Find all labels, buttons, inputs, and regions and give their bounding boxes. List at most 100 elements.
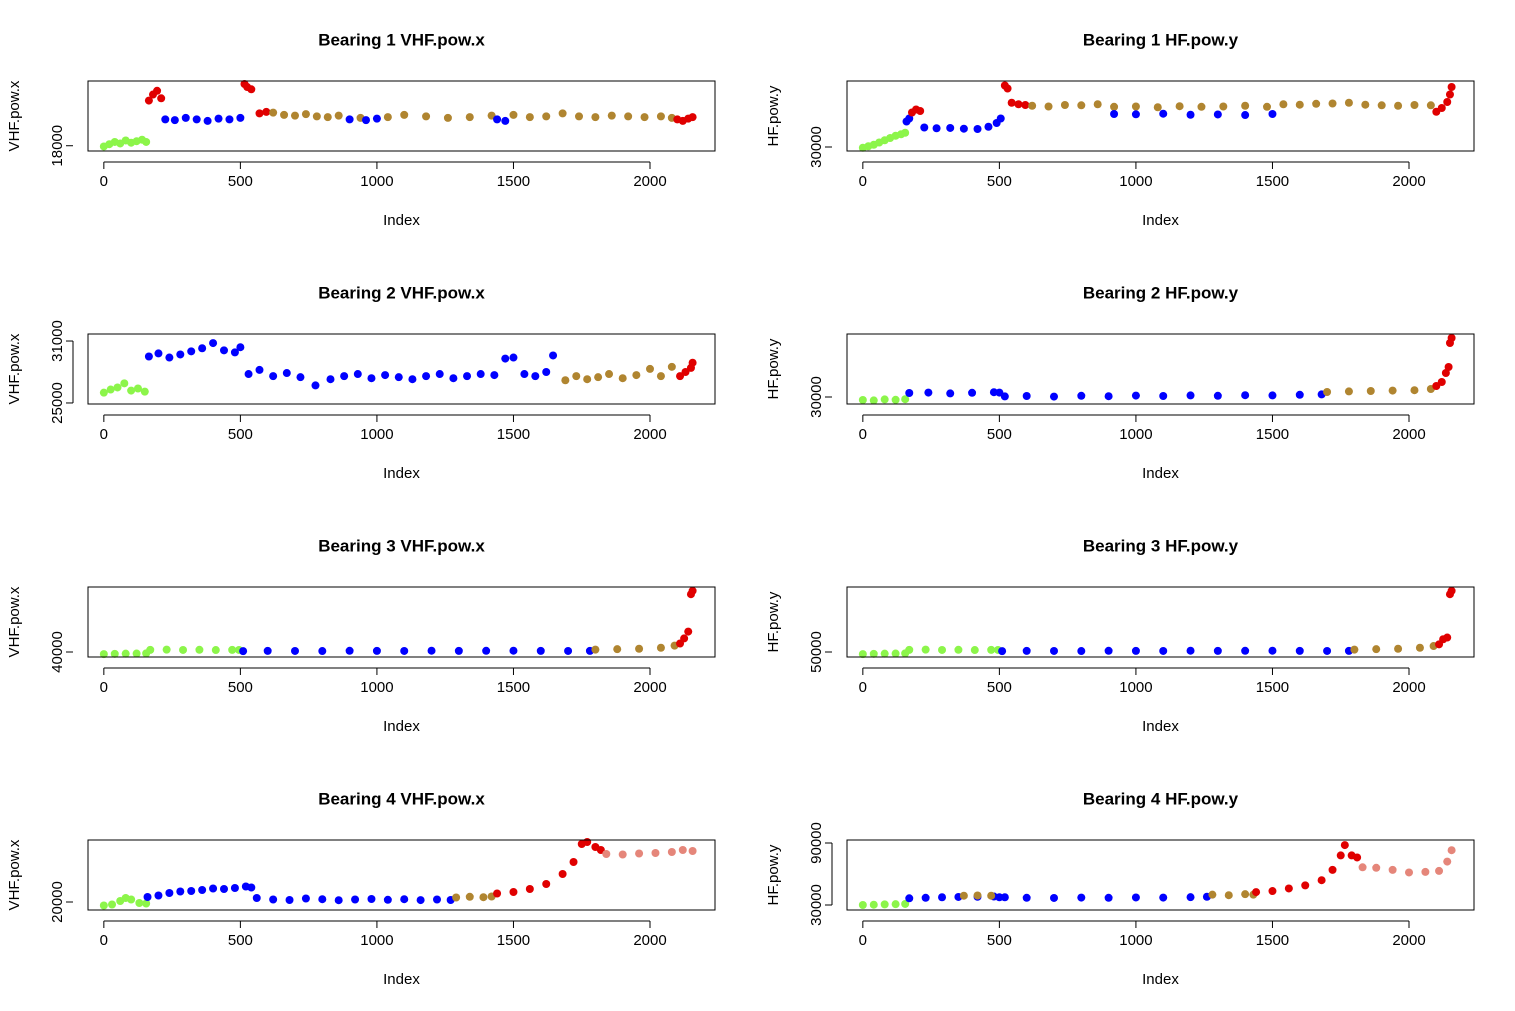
point [433, 895, 442, 904]
point [905, 645, 914, 654]
x-axis-label: Index [1142, 212, 1179, 229]
point [624, 112, 633, 121]
point [244, 370, 253, 379]
point [618, 374, 627, 383]
y-axis-label: VHF.pow.x [6, 80, 23, 151]
point [921, 893, 930, 902]
point [618, 850, 627, 859]
x-tick-label: 500 [228, 426, 253, 443]
x-tick-label: 1500 [497, 932, 530, 949]
x-tick-label: 1000 [360, 679, 393, 696]
point [345, 646, 354, 655]
point [520, 370, 529, 379]
point [656, 643, 665, 652]
point [891, 395, 900, 404]
point [132, 649, 141, 658]
panel: Bearing 2 HF.pow.y Index HF.pow.y 0 500 1000 1… [765, 283, 1475, 482]
point [482, 646, 491, 655]
point [133, 384, 142, 393]
point [1366, 387, 1375, 395]
point [146, 645, 155, 654]
point [509, 646, 518, 655]
point [1415, 643, 1424, 652]
point [209, 339, 218, 348]
point [1394, 644, 1403, 653]
point [959, 124, 968, 133]
point [161, 115, 170, 124]
point [1279, 100, 1288, 109]
x-tick-label: 0 [859, 679, 867, 696]
point [394, 373, 403, 382]
point [1372, 645, 1381, 654]
point [252, 894, 261, 902]
x-tick-label: 2000 [1392, 679, 1425, 696]
point [676, 372, 685, 381]
chart-title: Bearing 2 VHF.pow.x [318, 283, 485, 302]
point [1241, 646, 1250, 655]
point [1022, 646, 1031, 655]
point [1077, 391, 1086, 400]
point [509, 888, 518, 896]
point [198, 886, 207, 894]
plot-box [846, 586, 1475, 658]
y-tick-label: 90000 [808, 822, 825, 864]
point [1344, 98, 1353, 107]
point [1131, 110, 1140, 119]
point [640, 113, 649, 122]
point [1131, 102, 1140, 111]
point [901, 395, 910, 404]
point [443, 113, 452, 122]
point [219, 885, 228, 893]
point [1421, 867, 1430, 876]
point [667, 362, 676, 371]
point [1268, 887, 1277, 896]
panel: Bearing 3 HF.pow.y Index HF.pow.y 0 500 1000 1… [765, 536, 1475, 735]
point [1410, 100, 1419, 109]
point [531, 372, 540, 381]
point [1049, 392, 1058, 401]
point [996, 114, 1005, 123]
point [285, 896, 294, 904]
x-tick-label: 1500 [1256, 173, 1289, 190]
point [1044, 102, 1053, 111]
point [1295, 646, 1304, 655]
point [422, 112, 431, 121]
point [901, 128, 910, 137]
point [408, 375, 417, 384]
plot-box [846, 839, 1475, 911]
point [501, 116, 510, 125]
point [509, 353, 518, 362]
point [383, 895, 392, 904]
point [490, 371, 499, 380]
point [345, 115, 354, 124]
point [869, 900, 878, 909]
panel: Bearing 3 VHF.pow.x Index VHF.pow.x 0 500 100… [6, 536, 716, 735]
point [891, 900, 900, 909]
point [1241, 890, 1250, 899]
point [400, 110, 409, 119]
point [326, 375, 335, 384]
point [334, 111, 343, 120]
point [263, 646, 272, 655]
x-tick-label: 2000 [633, 932, 666, 949]
point [143, 893, 152, 901]
point [869, 649, 878, 658]
point [858, 396, 867, 404]
point [1443, 633, 1452, 642]
point [1350, 645, 1359, 654]
plot-box [87, 839, 716, 911]
point [880, 900, 889, 909]
point [255, 109, 264, 118]
point [198, 344, 207, 353]
x-tick-label: 1000 [360, 932, 393, 949]
point [318, 895, 327, 904]
x-tick-label: 1500 [1256, 679, 1289, 696]
point [1361, 100, 1370, 109]
point [1175, 102, 1184, 111]
chart-title: Bearing 4 VHF.pow.x [318, 789, 485, 808]
point [1437, 378, 1446, 386]
x-axis-label: Index [1142, 971, 1179, 988]
point [427, 646, 436, 655]
point [493, 115, 502, 124]
point [635, 849, 644, 858]
